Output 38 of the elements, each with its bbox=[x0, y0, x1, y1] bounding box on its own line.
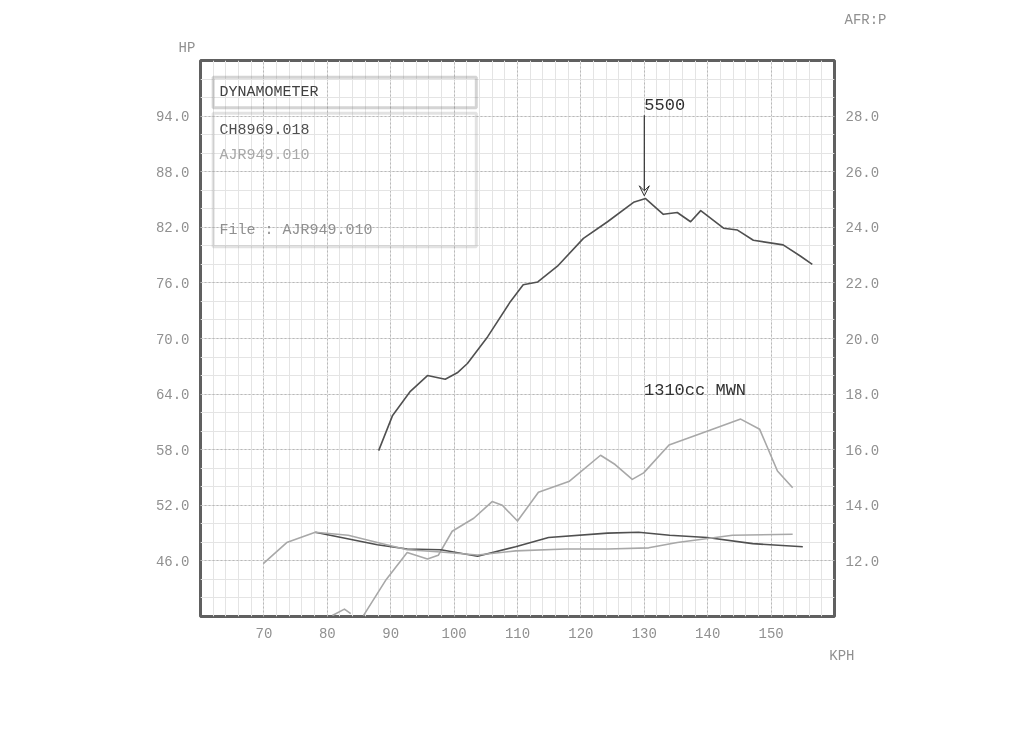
y2-tick-label: 20.0 bbox=[845, 331, 880, 348]
y-tick-label: 58.0 bbox=[155, 442, 190, 459]
annotation: 1310cc MWN bbox=[644, 380, 747, 400]
text: CH8969.018 bbox=[219, 121, 310, 139]
x-tick-label: 100 bbox=[441, 625, 467, 642]
y-tick-label: 64.0 bbox=[155, 387, 190, 404]
y2-tick-label: 12.0 bbox=[845, 553, 880, 570]
x-tick-label: 150 bbox=[758, 625, 784, 642]
x-tick-label: 120 bbox=[568, 625, 594, 642]
x-tick-label: 140 bbox=[695, 625, 721, 642]
x-tick-label: 80 bbox=[318, 625, 336, 642]
y2-tick-label: 14.0 bbox=[845, 498, 880, 515]
legend-title: DYNAMOMETER bbox=[219, 83, 319, 101]
annotation: 5500 bbox=[644, 95, 686, 115]
y2-tick-label: 18.0 bbox=[845, 387, 880, 404]
y-axis-title: HP bbox=[178, 39, 196, 56]
y2-tick-label: 26.0 bbox=[845, 164, 880, 181]
line-series bbox=[314, 531, 804, 557]
y-tick-label: 70.0 bbox=[155, 331, 190, 348]
y-tick-label: 76.0 bbox=[155, 275, 190, 292]
annotation: File : AJR949.010 bbox=[219, 221, 373, 239]
x-tick-label: 70 bbox=[255, 625, 273, 642]
y-tick-label: 52.0 bbox=[155, 498, 190, 515]
y2-axis-title: AFR:P bbox=[844, 11, 887, 28]
y2-tick-label: 24.0 bbox=[845, 220, 880, 237]
x-axis-title: KPH bbox=[829, 647, 855, 664]
y-tick-label: 46.0 bbox=[155, 553, 190, 570]
y-tick-label: 88.0 bbox=[155, 164, 190, 181]
y-tick-label: 94.0 bbox=[155, 109, 190, 126]
y2-tick-label: 28.0 bbox=[845, 109, 880, 126]
line-series bbox=[377, 197, 814, 452]
y-tick-label: 82.0 bbox=[155, 220, 190, 237]
x-tick-label: 90 bbox=[382, 625, 400, 642]
x-tick-label: 130 bbox=[631, 625, 657, 642]
x-tick-label: 110 bbox=[504, 625, 531, 642]
y2-tick-label: 22.0 bbox=[845, 275, 880, 292]
y2-tick-label: 16.0 bbox=[845, 442, 880, 459]
text: AJR949.010 bbox=[219, 146, 310, 164]
